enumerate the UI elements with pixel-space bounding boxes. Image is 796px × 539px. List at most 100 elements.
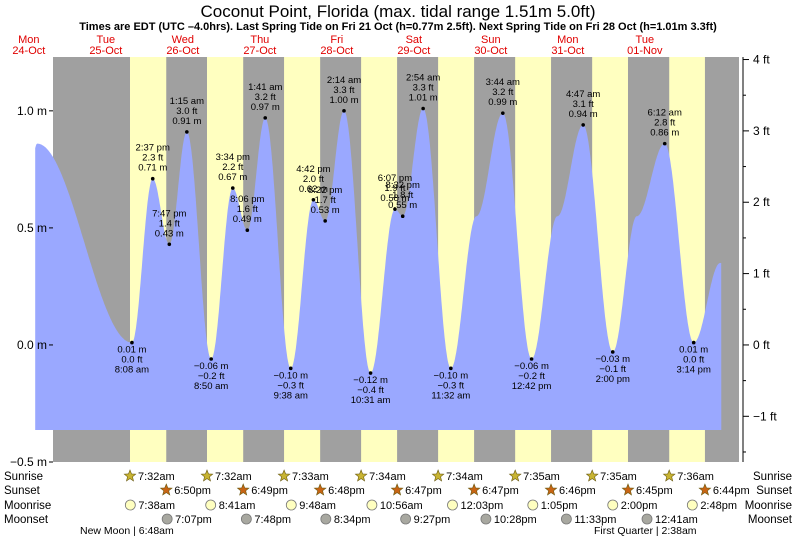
sunrise-time: 7:34am — [446, 471, 483, 483]
tide-point — [230, 186, 235, 190]
sunset-time: 6:45pm — [636, 485, 673, 497]
day-name: Mon — [557, 34, 578, 46]
sunset-time: 6:47pm — [405, 485, 442, 497]
sunrise-time: 7:34am — [369, 471, 406, 483]
tide-label: 11:32 am — [431, 390, 470, 401]
tide-label: 8:06 pm — [230, 194, 264, 205]
tide-label: 2.8 ft — [654, 118, 675, 129]
moonrise-icon — [686, 499, 698, 511]
tide-point — [581, 123, 585, 127]
sunrise-time: 7:32am — [215, 471, 252, 483]
sunrise-star-icon — [662, 469, 676, 482]
tide-label: −0.10 m — [434, 370, 469, 381]
y-tick-label-m: −0.5 m — [10, 455, 47, 469]
moon-phase-note: First Quarter | 2:38am — [594, 525, 697, 537]
moonset-time: 12:41am — [655, 514, 698, 526]
tide-point — [400, 214, 405, 218]
y-tick-label-m: 1.0 m — [17, 104, 47, 118]
moonrise-icon — [527, 499, 539, 511]
tide-label: 0.49 m — [233, 214, 262, 225]
tide-label: 2:54 am — [406, 73, 440, 84]
tide-label: 1.9 ft — [384, 183, 405, 194]
tide-label: 1.7 ft — [315, 195, 336, 206]
y-tick-label-ft: −1 ft — [753, 409, 777, 423]
astro-row-label-left: Moonset — [4, 514, 49, 526]
tide-label: 6:12 am — [648, 108, 682, 119]
tide-label: 1.00 m — [329, 95, 358, 106]
tide-point — [501, 111, 505, 115]
sunrise-time: 7:35am — [523, 471, 560, 483]
sunset-time: 6:50pm — [174, 485, 211, 497]
day-date: 25-Oct — [89, 45, 122, 57]
tide-label: 12:42 pm — [512, 381, 552, 392]
tide-label: 3.1 ft — [573, 99, 594, 110]
astro-row-label-left: Sunset — [4, 485, 41, 497]
tide-point — [185, 130, 189, 134]
y-tick-label-m: 0.5 m — [17, 221, 47, 235]
moonrise-icon — [447, 499, 458, 511]
tide-label: 0.55 m — [388, 200, 417, 211]
tide-label: −0.10 m — [273, 370, 308, 381]
tide-point — [288, 366, 293, 371]
moonrise-time: 2:00pm — [621, 500, 658, 512]
tide-point — [421, 106, 425, 111]
tide-label: 3.3 ft — [333, 85, 354, 96]
day-date: 27-Oct — [243, 45, 276, 57]
tide-label: 8:32 pm — [386, 180, 420, 191]
moonrise-icon — [285, 499, 297, 511]
astro-row-label-right: Moonrise — [745, 500, 792, 512]
tide-point — [368, 371, 373, 375]
sunset-time: 6:47pm — [482, 485, 519, 497]
day-name: Sun — [481, 34, 501, 46]
tide-label: 0.01 m — [679, 345, 708, 356]
astro-row-label-right: Sunrise — [753, 471, 792, 483]
tide-label: 0.67 m — [218, 172, 247, 183]
sunrise-star-icon — [123, 469, 137, 482]
moonset-time: 7:07pm — [175, 514, 212, 526]
tide-label: 3.2 ft — [255, 92, 276, 103]
sunset-star-icon — [390, 483, 404, 496]
tide-label: 1:15 am — [170, 96, 204, 107]
y-tick-label-ft: 3 ft — [753, 124, 770, 138]
sunrise-star-icon — [200, 469, 214, 482]
astro-row-label-right: Sunset — [756, 485, 793, 497]
sunrise-time: 7:33am — [292, 471, 329, 483]
sunrise-star-icon — [354, 469, 368, 482]
tide-label: −0.1 ft — [599, 364, 626, 375]
sunset-star-icon — [544, 483, 558, 496]
moonset-time: 9:27pm — [414, 514, 451, 526]
axes: −0.5 m 0.0 m 0.5 m 1.0 m −1 ft 0 ft 1 ft 2 ft 3 … — [10, 53, 777, 469]
sunrise-time: 7:36am — [677, 471, 714, 483]
tide-label: −0.2 ft — [198, 371, 225, 382]
day-date: 26-Oct — [166, 45, 199, 57]
y-tick-label-m: 0.0 m — [17, 338, 47, 352]
tide-label: 3.2 ft — [492, 87, 513, 98]
sunrise-time: 7:35am — [600, 471, 637, 483]
sunset-star-icon — [698, 483, 712, 496]
tide-label: 0.01 m — [117, 345, 146, 356]
tide-label: −0.3 ft — [437, 380, 464, 391]
tide-label: 0.94 m — [569, 109, 598, 120]
tide-point — [662, 141, 667, 146]
tide-label: 3:34 pm — [216, 152, 250, 163]
tide-point — [393, 207, 397, 211]
tide-label: −0.03 m — [595, 354, 630, 365]
moonrise-time: 2:48pm — [700, 500, 737, 512]
tide-label: 0.62 m — [299, 184, 328, 195]
tide-label: 0.97 m — [251, 102, 280, 113]
tide-label: −0.2 ft — [518, 371, 545, 382]
tide-label: 4:42 pm — [296, 164, 330, 175]
moonset-icon — [560, 513, 572, 525]
day-date: 31-Oct — [551, 45, 584, 57]
tide-label: 1.4 ft — [159, 218, 180, 229]
day-date: 29-Oct — [397, 45, 430, 57]
tide-series-area — [35, 108, 722, 430]
day-name: Mon — [18, 34, 39, 46]
tide-label: 0.0 ft — [121, 355, 142, 366]
tide-label: 2.3 ft — [142, 153, 163, 164]
tide-point — [311, 198, 316, 202]
day-name: Wed — [172, 34, 194, 46]
tide-label: 3:14 pm — [677, 365, 711, 376]
sunset-time: 6:49pm — [251, 485, 288, 497]
